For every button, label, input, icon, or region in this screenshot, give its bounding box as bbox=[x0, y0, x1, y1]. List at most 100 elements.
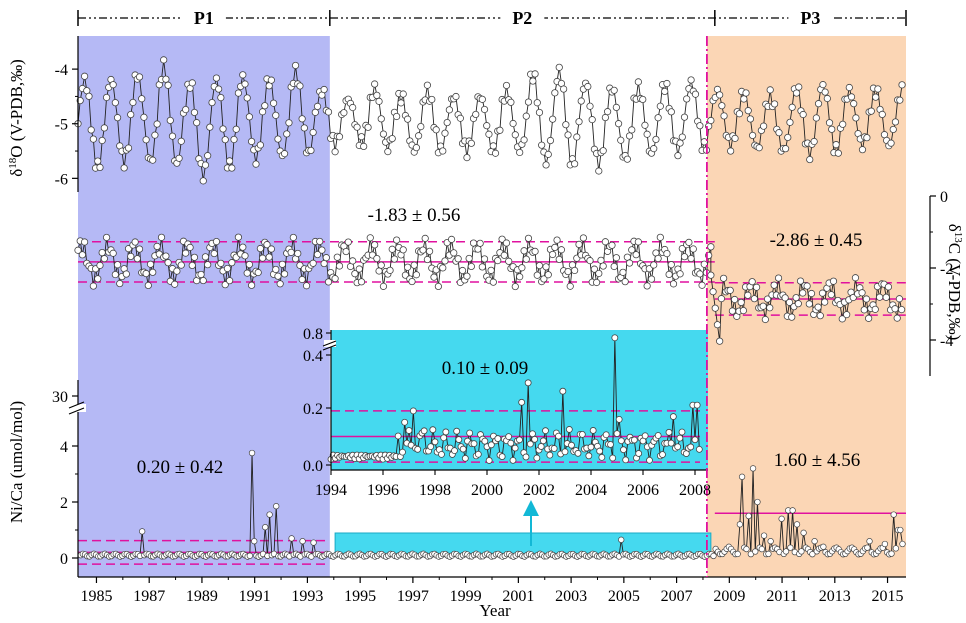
d13c-point bbox=[516, 273, 524, 281]
nica-point bbox=[789, 507, 796, 514]
d13c-point bbox=[102, 233, 111, 242]
d13c-point bbox=[730, 295, 739, 304]
d18o-point bbox=[828, 125, 836, 133]
d18o-point bbox=[639, 95, 647, 104]
d13c-point bbox=[412, 271, 421, 279]
nica-point bbox=[743, 545, 750, 553]
inset-y-tick-label: 0.0 bbox=[303, 458, 323, 475]
d18o-point bbox=[219, 125, 227, 133]
d18o-point bbox=[193, 119, 201, 127]
d13c-point bbox=[157, 233, 166, 241]
d13c-point bbox=[566, 282, 574, 290]
d18o-point bbox=[256, 141, 264, 149]
inset-x-tick-label: 2004 bbox=[575, 482, 607, 499]
nica-point bbox=[310, 539, 317, 546]
d18o-point bbox=[135, 73, 144, 81]
inset-point bbox=[438, 450, 445, 458]
d18o-point bbox=[467, 139, 475, 147]
d13c-tick-label: 0 bbox=[940, 189, 948, 206]
d18o-point bbox=[153, 120, 161, 128]
d18o-point bbox=[127, 110, 135, 119]
d13c-point bbox=[728, 307, 737, 315]
inset-point bbox=[667, 439, 675, 447]
d13c-point bbox=[419, 246, 427, 254]
d18o-point bbox=[399, 90, 407, 98]
d13c-point bbox=[243, 269, 251, 277]
d13c-point bbox=[785, 298, 794, 306]
d18o-point bbox=[371, 80, 379, 88]
d13c-point bbox=[245, 260, 254, 269]
inset-point bbox=[691, 436, 699, 444]
d13c-point bbox=[309, 259, 317, 267]
d18o-point bbox=[891, 118, 900, 126]
inset-point bbox=[474, 450, 482, 458]
d13c-point bbox=[500, 251, 508, 259]
axis-break-mark bbox=[68, 407, 85, 415]
inset-point bbox=[659, 451, 666, 458]
d18o-point bbox=[661, 87, 669, 96]
d18o-point bbox=[839, 120, 847, 128]
nica-break-tick-label: 30 bbox=[52, 389, 68, 406]
d18o-point bbox=[404, 115, 412, 123]
nica-point bbox=[266, 511, 273, 518]
d18o-point bbox=[452, 92, 460, 101]
d13c-point bbox=[663, 249, 671, 258]
d13c-point bbox=[698, 281, 706, 289]
d18o-point bbox=[852, 114, 860, 122]
d13c-point bbox=[377, 261, 385, 269]
d18o-point bbox=[300, 124, 308, 132]
inset-point bbox=[674, 443, 682, 451]
d13c-point bbox=[441, 257, 449, 265]
nica-point bbox=[736, 521, 744, 528]
d18o-point bbox=[232, 125, 240, 133]
d18o-point bbox=[472, 110, 480, 119]
d18o-point bbox=[168, 132, 177, 140]
x-tick-label: 2011 bbox=[766, 588, 797, 605]
d13c-point bbox=[80, 238, 89, 246]
d13c-point bbox=[656, 233, 664, 241]
d18o-point bbox=[285, 119, 293, 127]
inset-point bbox=[568, 441, 575, 449]
d18o-point bbox=[201, 161, 210, 169]
d18o-point bbox=[511, 131, 519, 139]
d18o-point bbox=[652, 135, 660, 144]
d13c-point bbox=[344, 238, 352, 246]
d13c-point bbox=[142, 269, 150, 278]
d13c-point bbox=[761, 315, 769, 324]
d13c-point bbox=[590, 265, 599, 273]
d13c-axis-label: δ13C (V-PDB,‰) bbox=[945, 224, 964, 341]
d13c-point bbox=[223, 264, 232, 273]
nica-point bbox=[787, 544, 794, 551]
d13c-point bbox=[676, 270, 684, 278]
d13c-point bbox=[862, 295, 871, 303]
d13c-point bbox=[865, 314, 873, 322]
d18o-point bbox=[755, 144, 763, 152]
d13c-point bbox=[210, 249, 218, 258]
d18o-point bbox=[113, 114, 122, 122]
d18o-point bbox=[674, 152, 682, 160]
d13c-point bbox=[713, 321, 722, 329]
inset-point bbox=[542, 427, 549, 435]
d13c-point bbox=[247, 281, 256, 289]
d18o-point bbox=[252, 160, 260, 168]
d18o-point bbox=[509, 119, 517, 128]
d18o-point bbox=[280, 150, 289, 158]
inset-point bbox=[507, 439, 515, 447]
inset-point bbox=[481, 437, 489, 445]
d13c-point bbox=[643, 282, 651, 290]
d18o-point bbox=[491, 149, 500, 157]
inset-point bbox=[399, 448, 406, 456]
d13c-point bbox=[796, 277, 805, 285]
d18o-point bbox=[485, 130, 493, 138]
d13c-point bbox=[316, 237, 324, 246]
d18o-point bbox=[94, 157, 102, 165]
inset-point bbox=[505, 433, 513, 441]
d18o-point bbox=[182, 105, 190, 114]
d18o-point bbox=[373, 91, 381, 99]
d18o-point bbox=[309, 128, 317, 137]
nica-point bbox=[758, 545, 765, 553]
d13c-point bbox=[74, 246, 82, 254]
x-tick-label: 2005 bbox=[608, 588, 640, 605]
d18o-point bbox=[166, 116, 174, 125]
